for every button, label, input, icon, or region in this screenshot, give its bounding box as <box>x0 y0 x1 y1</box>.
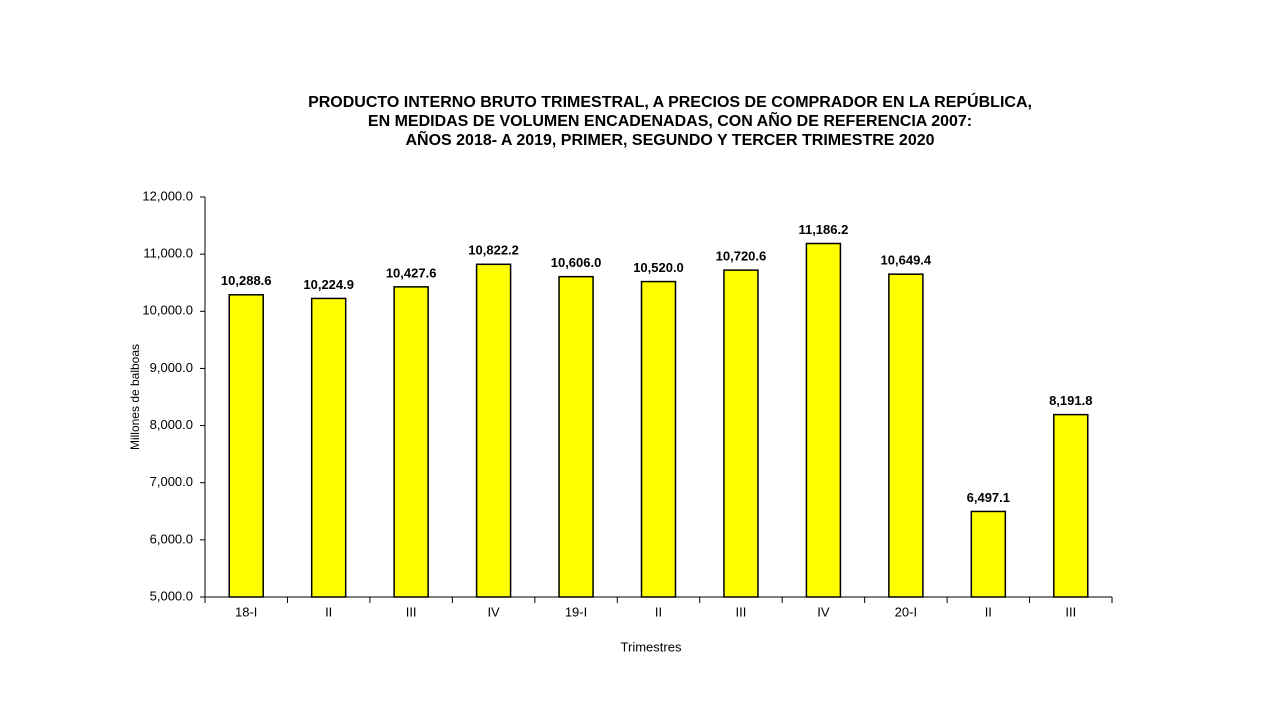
value-label: 10,224.9 <box>303 277 354 292</box>
x-tick-label: IV <box>817 604 830 619</box>
y-axis-label: Millones de balboas <box>128 344 142 450</box>
y-tick-label: 9,000.0 <box>150 360 193 375</box>
y-tick-label: 8,000.0 <box>150 417 193 432</box>
x-tick-label: II <box>655 604 662 619</box>
value-label: 10,427.6 <box>386 265 437 280</box>
x-tick-label: II <box>325 604 332 619</box>
y-tick-label: 7,000.0 <box>150 474 193 489</box>
y-tick-label: 11,000.0 <box>143 246 193 261</box>
chart-title: PRODUCTO INTERNO BRUTO TRIMESTRAL, A PRE… <box>308 92 1032 111</box>
bar <box>640 280 677 598</box>
bar <box>475 263 512 598</box>
bar <box>970 510 1007 598</box>
bar <box>805 242 842 598</box>
value-label: 6,497.1 <box>967 490 1010 505</box>
x-tick-label: 19-I <box>565 604 587 619</box>
x-tick-label: III <box>1065 604 1076 619</box>
bar <box>393 286 429 598</box>
bar <box>228 294 264 598</box>
y-tick-label: 5,000.0 <box>150 588 193 603</box>
bar <box>888 273 924 598</box>
y-tick-label: 12,000.0 <box>142 188 193 203</box>
value-label: 8,191.8 <box>1049 393 1092 408</box>
value-label: 10,649.4 <box>881 253 932 268</box>
bar <box>723 269 759 598</box>
chart-title: AÑOS 2018- A 2019, PRIMER, SEGUNDO Y TER… <box>405 129 934 149</box>
bar <box>558 275 594 598</box>
y-tick-label: 10,000.0 <box>142 303 193 318</box>
x-tick-label: II <box>985 604 992 619</box>
x-tick-label: III <box>406 604 417 619</box>
y-tick-label: 6,000.0 <box>150 531 193 546</box>
x-tick-label: 20-I <box>895 604 917 619</box>
value-label: 11,186.2 <box>798 222 848 237</box>
value-label: 10,520.0 <box>633 260 684 275</box>
x-tick-label: 18-I <box>235 604 257 619</box>
bar <box>310 297 347 598</box>
value-label: 10,822.2 <box>468 243 519 258</box>
chart-title: EN MEDIDAS DE VOLUMEN ENCADENADAS, CON A… <box>368 110 972 130</box>
x-tick-label: IV <box>487 604 500 619</box>
x-axis-label: Trimestres <box>621 639 682 654</box>
x-tick-label: III <box>736 604 747 619</box>
value-label: 10,720.6 <box>716 249 767 264</box>
bar <box>1053 413 1089 598</box>
value-label: 10,288.6 <box>221 273 272 288</box>
value-label: 10,606.0 <box>551 255 602 270</box>
